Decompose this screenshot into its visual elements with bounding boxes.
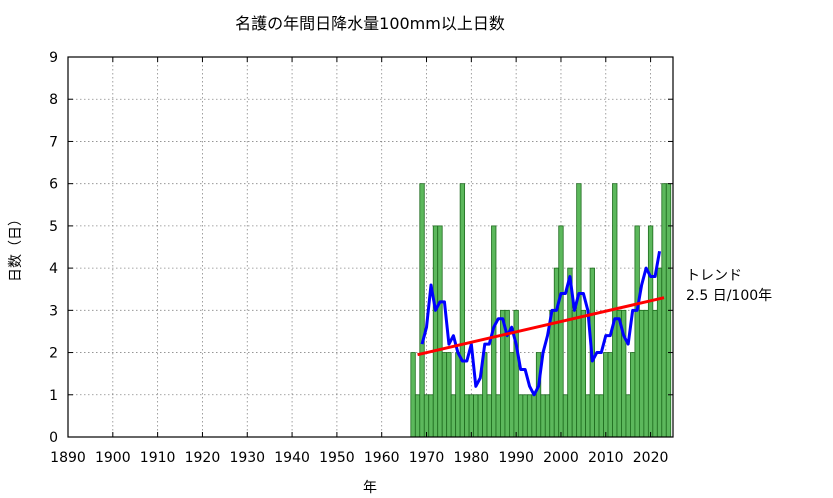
bar (531, 394, 537, 438)
bar (630, 352, 636, 438)
bar (455, 352, 461, 438)
bar (477, 394, 483, 438)
bar (571, 309, 578, 438)
bar (419, 183, 425, 438)
bar (558, 225, 564, 438)
bar (594, 394, 600, 438)
y-tick-label: 7 (49, 134, 58, 150)
trend-series (417, 296, 665, 357)
bar (522, 394, 528, 438)
bar (410, 352, 416, 438)
x-tick-label: 1990 (498, 450, 534, 466)
moving-average-line (420, 250, 662, 397)
bar (450, 394, 457, 438)
bar (603, 352, 609, 438)
bar (495, 394, 501, 438)
x-tick-label: 1980 (454, 450, 490, 466)
bar (652, 309, 658, 438)
x-tick-label: 2020 (633, 450, 669, 466)
bar (513, 309, 519, 438)
x-tick-label: 1930 (229, 450, 265, 466)
y-tick-label: 6 (49, 177, 58, 193)
x-tick-label: 1900 (95, 450, 131, 466)
bar (634, 225, 640, 438)
bar (423, 394, 430, 438)
bar (414, 394, 421, 438)
bar (562, 394, 569, 438)
y-tick-label: 3 (49, 303, 58, 319)
plot-frame (67, 56, 674, 438)
x-tick-label: 2000 (543, 450, 579, 466)
bar (509, 352, 515, 438)
bar (625, 394, 631, 438)
x-tick-label: 1940 (274, 450, 310, 466)
bar (468, 394, 474, 438)
bar (553, 267, 560, 438)
bar (540, 394, 546, 438)
bar (585, 394, 591, 438)
y-tick-label: 5 (49, 219, 58, 235)
y-axis-label: 日数（日） (8, 212, 24, 282)
y-tick-label: 8 (49, 92, 58, 108)
x-axis-label: 年 (363, 480, 377, 496)
bar (464, 394, 470, 438)
bar (459, 183, 466, 438)
y-tick-label: 1 (49, 388, 58, 404)
x-tick-label: 1960 (364, 450, 400, 466)
trend-label: トレンド (686, 268, 742, 284)
bar (580, 309, 587, 438)
bar (441, 352, 448, 438)
bar (437, 225, 443, 438)
bar (607, 352, 613, 438)
bar (598, 394, 604, 438)
bar (473, 394, 479, 438)
chart-title: 名護の年間日降水量100mm以上日数 (235, 14, 505, 33)
bar (576, 183, 582, 438)
x-tick-label: 1910 (140, 450, 176, 466)
bar (432, 225, 439, 438)
bar (526, 394, 533, 438)
y-tick-label: 2 (49, 346, 58, 362)
trend-line (417, 296, 665, 357)
bar (643, 309, 649, 438)
bar (647, 225, 654, 438)
moving-average-series (420, 250, 662, 397)
x-tick-label: 1920 (185, 450, 221, 466)
bar (638, 309, 645, 438)
trend-rate: 2.5 日/100年 (686, 288, 772, 304)
y-tick-label: 9 (49, 50, 58, 66)
bar (544, 394, 551, 438)
y-tick-label: 4 (49, 261, 58, 277)
bar (428, 394, 434, 438)
x-tick-label: 1890 (50, 450, 86, 466)
y-tick-label: 0 (49, 430, 58, 446)
bar (656, 267, 663, 438)
x-tick-label: 2010 (588, 450, 624, 466)
bar (446, 352, 452, 438)
bar (486, 394, 492, 438)
y-axis-ticks: 0 1 2 3 4 5 6 7 8 9 (49, 50, 673, 446)
x-tick-label: 1970 (409, 450, 445, 466)
x-axis-ticks: 1890 1900 1910 1920 1930 1940 1950 1960 1970 1980… (50, 57, 668, 466)
bar (661, 183, 667, 438)
bar (549, 309, 555, 438)
x-tick-label: 1950 (319, 450, 355, 466)
bar (517, 394, 524, 438)
